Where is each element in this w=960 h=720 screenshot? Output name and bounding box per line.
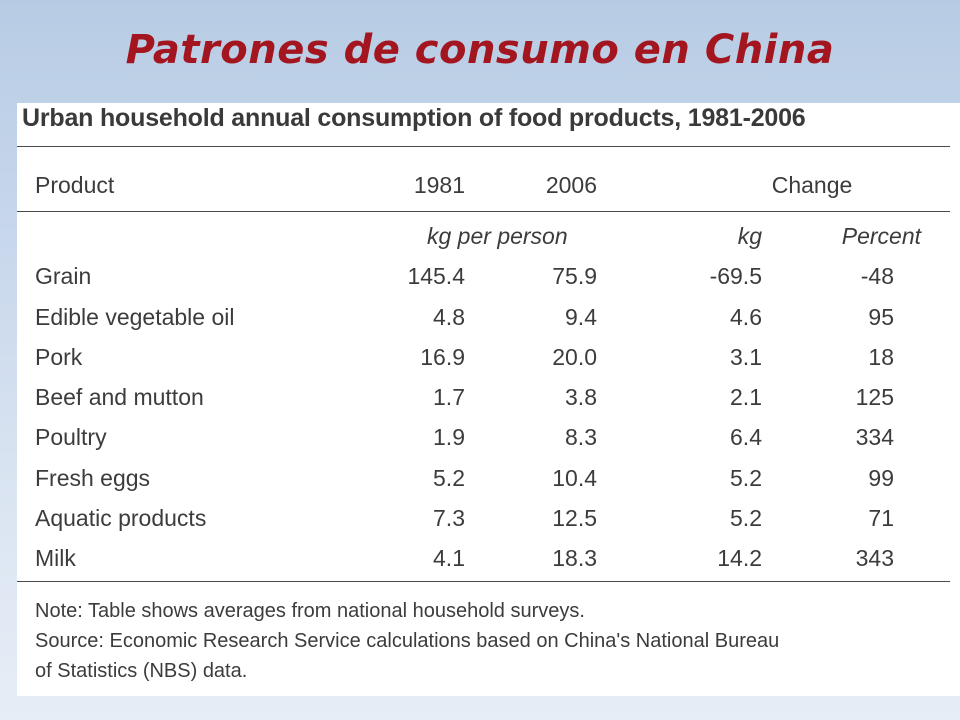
row-change-kg: -69.5	[709, 263, 762, 289]
header-product: Product	[35, 172, 115, 198]
row-product: Milk	[35, 545, 76, 571]
row-1981: 1.9	[433, 424, 465, 450]
row-change-percent: 125	[855, 384, 894, 410]
row-change-kg: 4.6	[730, 304, 762, 330]
subheader-percent: Percent	[841, 223, 921, 249]
table-source-line-2: of Statistics (NBS) data.	[35, 660, 248, 682]
header-1981: 1981	[413, 172, 465, 198]
row-2006: 8.3	[565, 424, 597, 450]
row-2006: 20.0	[552, 344, 597, 370]
row-change-percent: 99	[868, 465, 894, 491]
header-change: Change	[771, 172, 853, 198]
row-1981: 16.9	[420, 344, 465, 370]
row-change-percent: 343	[855, 545, 894, 571]
row-change-percent: -48	[860, 263, 894, 289]
row-product: Poultry	[35, 424, 107, 450]
subheader-kg-per-person: kg per person	[427, 223, 568, 249]
row-change-kg: 6.4	[730, 424, 762, 450]
row-change-percent: 71	[868, 505, 894, 531]
row-2006: 10.4	[552, 465, 597, 491]
top-rule	[17, 146, 950, 147]
row-2006: 9.4	[565, 304, 597, 330]
row-1981: 4.1	[433, 545, 465, 571]
row-product: Fresh eggs	[35, 465, 151, 491]
row-2006: 12.5	[552, 505, 597, 531]
row-change-percent: 18	[868, 344, 894, 370]
table-title: Urban household annual consumption of fo…	[22, 104, 806, 132]
row-1981: 5.2	[433, 465, 465, 491]
slide-title: Patrones de consumo en China	[125, 27, 835, 73]
row-2006: 3.8	[565, 384, 597, 410]
row-1981: 7.3	[433, 505, 465, 531]
row-2006: 18.3	[552, 545, 597, 571]
row-product: Grain	[35, 263, 92, 289]
header-2006: 2006	[545, 172, 597, 198]
row-change-percent: 95	[868, 304, 894, 330]
row-2006: 75.9	[552, 263, 597, 289]
table-source-line-1: Source: Economic Research Service calcul…	[35, 630, 780, 652]
row-product: Aquatic products	[35, 505, 207, 531]
table-note: Note: Table shows averages from national…	[35, 600, 585, 622]
row-1981: 4.8	[433, 304, 465, 330]
row-product: Edible vegetable oil	[35, 304, 235, 330]
row-product: Pork	[35, 344, 83, 370]
row-change-kg: 2.1	[730, 384, 762, 410]
row-change-percent: 334	[855, 424, 894, 450]
row-change-kg: 3.1	[730, 344, 762, 370]
row-product: Beef and mutton	[35, 384, 204, 410]
header-rule	[17, 211, 950, 212]
row-1981: 145.4	[407, 263, 465, 289]
row-change-kg: 5.2	[730, 505, 762, 531]
row-change-kg: 5.2	[730, 465, 762, 491]
subheader-kg: kg	[737, 223, 762, 249]
row-1981: 1.7	[433, 384, 465, 410]
bottom-rule	[17, 581, 950, 582]
table-panel: Urban household annual consumption of fo…	[17, 103, 960, 696]
row-change-kg: 14.2	[717, 545, 762, 571]
